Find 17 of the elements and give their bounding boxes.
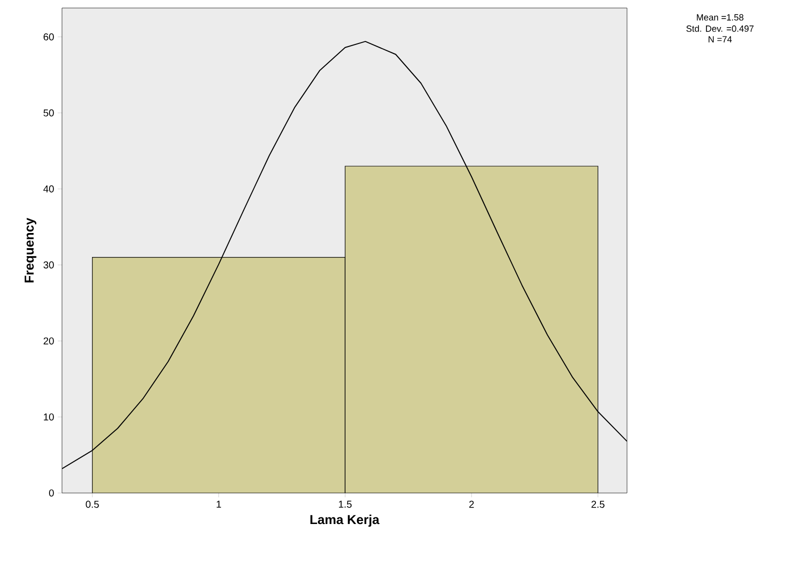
y-tick-label: 20 [44, 337, 54, 344]
text: N =74 [708, 36, 732, 42]
y-tick-label: 30 [44, 261, 54, 268]
x-tick-label: 2.5 [592, 500, 604, 508]
text: Std. Dev. =0.497 [686, 25, 754, 32]
x-tick-label: 1.5 [338, 500, 352, 508]
x-tick-label: 0.5 [86, 500, 99, 508]
y-tick-label: 60 [44, 33, 54, 40]
y-tick-label: 40 [43, 185, 54, 192]
y-tick-label: 10 [44, 413, 54, 421]
x-tick-label: 1 [216, 500, 222, 508]
x-tick-label: 2 [469, 500, 474, 508]
y-axis-title: Frequency [24, 218, 36, 282]
x-axis-title: Lama Kerja [310, 514, 380, 527]
y-tick-label: 0 [49, 489, 54, 497]
y-tick-label: 50 [44, 109, 54, 116]
text: Mean =1.58 [696, 14, 744, 21]
